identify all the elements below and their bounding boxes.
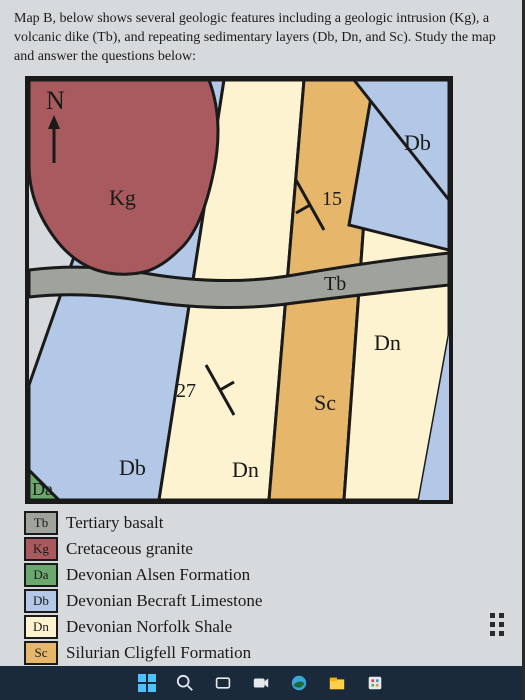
label-kg: Kg <box>109 185 136 210</box>
legend-box: Db <box>24 589 58 613</box>
app-icon[interactable] <box>365 673 385 693</box>
legend-label: Cretaceous granite <box>66 539 193 559</box>
legend-label: Devonian Becraft Limestone <box>66 591 262 611</box>
legend-row: Kg Cretaceous granite <box>24 537 506 561</box>
explorer-icon[interactable] <box>327 673 347 693</box>
label-tb: Tb <box>324 273 346 295</box>
legend-box: Kg <box>24 537 58 561</box>
legend-label: Tertiary basalt <box>66 513 163 533</box>
decorative-dots <box>490 613 504 636</box>
legend-row: Db Devonian Becraft Limestone <box>24 589 506 613</box>
start-icon[interactable] <box>137 673 157 693</box>
search-icon[interactable] <box>175 673 195 693</box>
label-da: Da <box>32 479 53 499</box>
north-label: N <box>46 86 65 115</box>
label-dn-upper: Dn <box>374 330 401 355</box>
legend-row: Da Devonian Alsen Formation <box>24 563 506 587</box>
intro-text: Map B, below shows several geologic feat… <box>14 10 506 67</box>
label-db-upper: Db <box>404 130 431 155</box>
label-dn-lower: Dn <box>232 457 259 482</box>
camera-icon[interactable] <box>251 673 271 693</box>
map-legend: TbTertiary basaltKgCretaceous graniteDaD… <box>24 511 506 665</box>
document-page: Map B, below shows several geologic feat… <box>0 0 525 700</box>
legend-label: Devonian Alsen Formation <box>66 565 250 585</box>
windows-taskbar[interactable] <box>0 666 522 700</box>
legend-row: Dn Devonian Norfolk Shale <box>24 615 506 639</box>
geologic-map: N 15 27 Kg Db T <box>24 75 454 505</box>
label-db-lower: Db <box>119 455 146 480</box>
legend-label: Devonian Norfolk Shale <box>66 617 232 637</box>
label-sc: Sc <box>314 390 336 415</box>
map-svg: N 15 27 Kg Db T <box>24 75 454 505</box>
legend-box: Da <box>24 563 58 587</box>
legend-label: Silurian Cligfell Formation <box>66 643 251 663</box>
legend-box: Dn <box>24 615 58 639</box>
task-view-icon[interactable] <box>213 673 233 693</box>
legend-row: Tb Tertiary basalt <box>24 511 506 535</box>
legend-box: Sc <box>24 641 58 665</box>
svg-text:15: 15 <box>322 188 342 210</box>
legend-box: Tb <box>24 511 58 535</box>
legend-row: Sc Silurian Cligfell Formation <box>24 641 506 665</box>
edge-icon[interactable] <box>289 673 309 693</box>
svg-text:27: 27 <box>176 380 196 402</box>
